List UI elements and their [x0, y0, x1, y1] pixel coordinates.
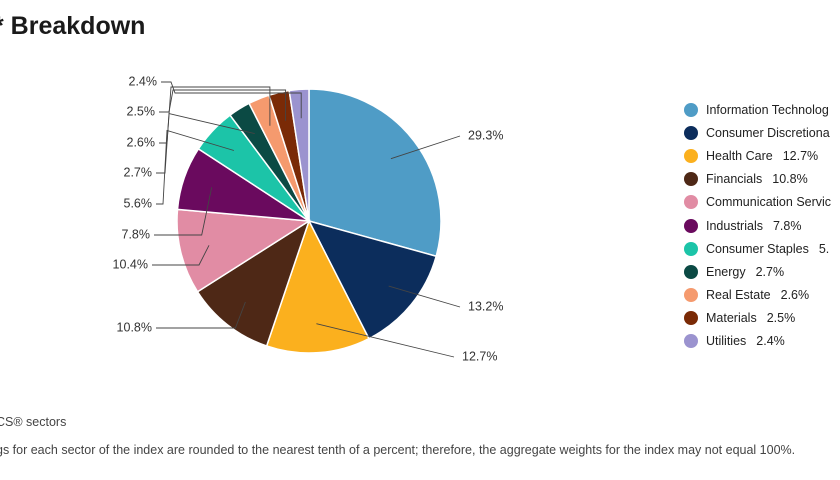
data-label-10: 2.4% [129, 74, 158, 88]
data-label-0: 29.3% [468, 128, 503, 142]
legend-item-0: Information Technolog [684, 98, 831, 121]
data-label-9: 2.5% [127, 104, 156, 118]
leader-line-4 [152, 245, 210, 266]
pie-slice-0 [308, 88, 442, 258]
legend-swatch-10 [684, 334, 698, 349]
legend-swatch-1 [684, 125, 698, 140]
data-label-8: 2.6% [127, 135, 156, 149]
legend-swatch-3 [684, 172, 698, 187]
leader-line-10 [161, 81, 302, 119]
legend-swatch-0 [684, 102, 698, 117]
leader-line-3 [156, 301, 246, 329]
leader-line-8 [159, 86, 271, 144]
page-title: * Breakdown [0, 12, 146, 40]
legend-label-7: Energy [706, 264, 746, 279]
data-label-6: 5.6% [124, 196, 153, 210]
legend-label-3: Financials [706, 172, 763, 187]
legend-swatch-4 [684, 195, 698, 210]
legend-item-6: Consumer Staples 5. [684, 237, 831, 260]
legend-label-9: Materials [706, 311, 757, 326]
legend-label-5: Industrials [706, 218, 763, 233]
legend-value-9: 2.5% [766, 311, 796, 326]
legend-swatch-7 [684, 264, 698, 279]
legend-swatch-2 [684, 148, 698, 163]
data-label-1: 13.2% [468, 299, 503, 313]
footnote-rounding: gs for each sector of the index are roun… [0, 443, 796, 457]
leader-line-9 [159, 89, 287, 121]
legend-label-2: Health Care [706, 148, 773, 163]
data-label-5: 7.8% [122, 227, 151, 241]
leader-line-2 [316, 323, 455, 358]
legend-value-8: 2.6% [780, 288, 810, 303]
legend-item-9: Materials 2.5% [684, 307, 831, 330]
legend-label-4: Communication Servic [706, 195, 832, 210]
leader-line-5 [154, 187, 213, 236]
legend-item-10: Utilities 2.4% [684, 330, 831, 353]
legend-swatch-6 [684, 241, 698, 256]
leader-line-0 [390, 135, 461, 160]
legend-value-6: 5. [818, 241, 830, 256]
legend-item-7: Energy 2.7% [684, 260, 831, 283]
legend-value-2: 12.7% [782, 148, 819, 163]
pie-slice-3 [196, 219, 311, 347]
chart-legend: Information Technolog Consumer Discretion… [684, 98, 831, 353]
legend-swatch-8 [684, 288, 698, 303]
legend-item-8: Real Estate 2.6% [684, 284, 831, 307]
data-label-4: 10.4% [113, 257, 148, 271]
legend-value-5: 7.8% [772, 218, 802, 233]
pie-slice-1 [307, 219, 438, 340]
data-label-7: 2.7% [124, 165, 153, 179]
legend-item-3: Financials 10.8% [684, 168, 831, 191]
data-label-3: 10.8% [117, 320, 152, 334]
footnote-sectors: CS® sectors [0, 415, 67, 429]
legend-value-7: 2.7% [755, 264, 785, 279]
data-label-2: 12.7% [462, 349, 497, 363]
legend-value-10: 2.4% [756, 334, 785, 349]
legend-label-0: Information Technolog [706, 102, 829, 117]
leader-line-1 [388, 285, 461, 308]
pie-slice-10 [288, 88, 310, 222]
pie-slice-4 [176, 208, 312, 293]
legend-value-3: 10.8% [772, 172, 808, 187]
legend-label-1: Consumer Discretiona [706, 125, 830, 140]
legend-label-10: Utilities [706, 334, 747, 349]
legend-swatch-5 [684, 218, 698, 233]
legend-item-2: Health Care 12.7% [684, 144, 831, 167]
pie-slice-2 [265, 219, 370, 354]
legend-item-4: Communication Servic [684, 191, 831, 214]
legend-swatch-9 [684, 311, 698, 326]
legend-label-6: Consumer Staples [706, 241, 809, 256]
legend-item-1: Consumer Discretiona [684, 121, 831, 144]
legend-label-8: Real Estate [706, 288, 771, 303]
legend-item-5: Industrials 7.8% [684, 214, 831, 237]
